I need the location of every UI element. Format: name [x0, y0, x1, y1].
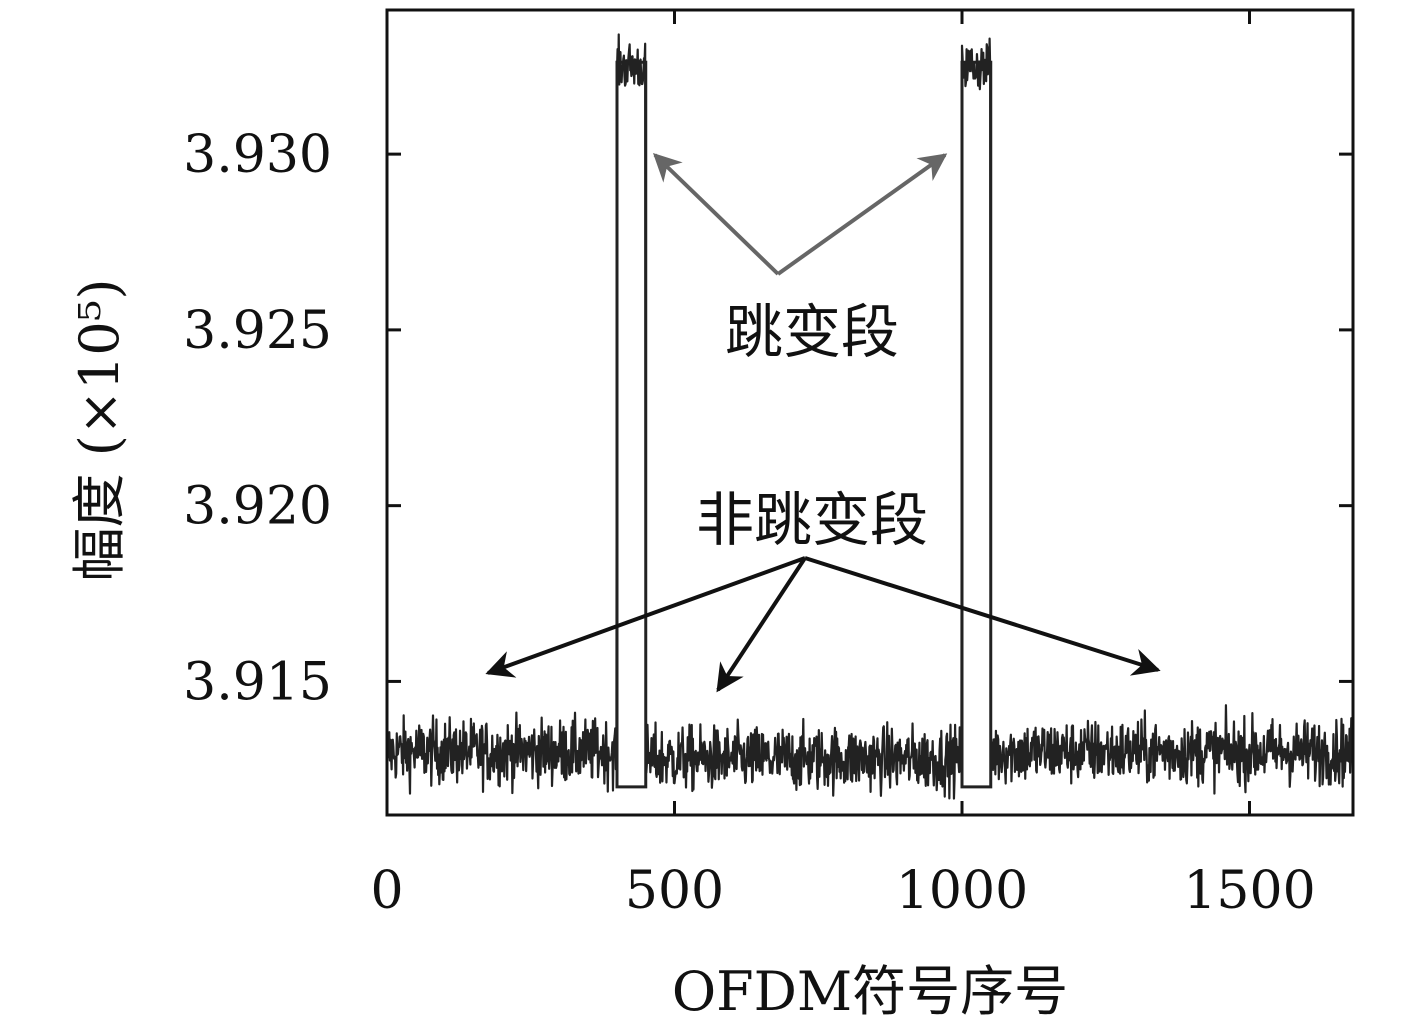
y-axis: 3.915 3.920 3.925 3.930 — [183, 125, 1353, 712]
annotation-arrow-non-hopping-2 — [716, 556, 807, 693]
annotations: 跳变段 非跳变段 — [485, 153, 1161, 693]
x-axis: 0 500 1000 1500 — [370, 10, 1316, 921]
y-tick-label: 3.920 — [183, 477, 332, 537]
x-tick-label: 0 — [370, 861, 403, 921]
y-tick-label: 3.915 — [183, 652, 332, 712]
series-line — [385, 33, 1355, 800]
y-axis-title: 幅度 (×10⁵) — [68, 279, 131, 582]
hopping-segment-outline — [615, 60, 648, 789]
annotation-arrow-non-hopping-1 — [485, 556, 806, 678]
x-tick-label: 500 — [625, 861, 724, 921]
plot-area — [385, 33, 1355, 800]
x-tick-label: 1000 — [896, 861, 1028, 921]
annotation-arrow-hopping-2 — [776, 153, 948, 276]
y-tick-label: 3.925 — [183, 301, 332, 361]
annotation-arrow-hopping-1 — [652, 153, 780, 276]
plot-frame — [385, 8, 1355, 817]
x-axis-title: OFDM符号序号 — [672, 960, 1068, 1023]
y-tick-label: 3.930 — [183, 125, 332, 185]
x-tick-label: 1500 — [1183, 861, 1315, 921]
annotation-arrow-non-hopping-3 — [804, 556, 1161, 676]
hopping-segment-outline — [960, 60, 993, 789]
annotation-label-non-hopping: 非跳变段 — [696, 486, 928, 554]
annotation-label-hopping: 跳变段 — [725, 298, 899, 366]
